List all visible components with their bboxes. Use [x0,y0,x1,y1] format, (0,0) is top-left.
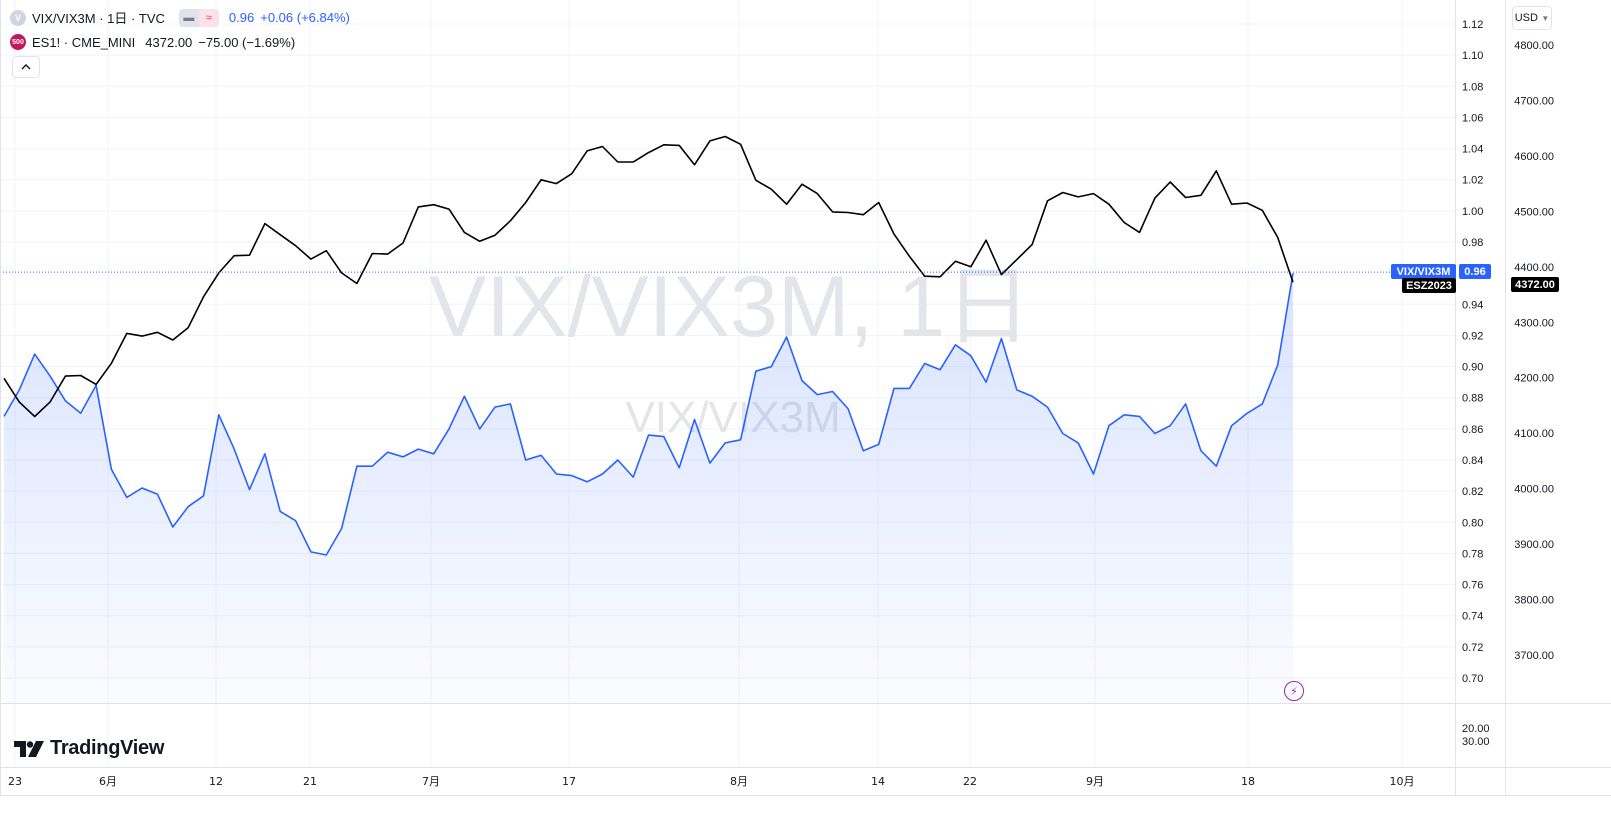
x-tick-label: 17 [562,775,576,788]
x-tick-label: 14 [871,775,885,788]
x-tick-label: 6月 [99,775,117,788]
es-tick-label: 4800.00 [1514,40,1554,52]
chevron-down-icon: ▼ [1541,13,1550,23]
es-tick-label: 3900.00 [1514,539,1554,551]
vix-tick-label: 0.74 [1462,611,1483,623]
vix-tick-label: 0.88 [1462,393,1483,405]
watermark-title: VIX/VIX3M, 1日 [429,259,1031,355]
currency-label: USD [1514,12,1538,24]
vix-tick-label: 0.80 [1462,517,1483,529]
legend-compare-title[interactable]: ES1! · CME_MINI [32,34,136,50]
vix-symbol-icon: V [10,9,26,26]
lightning-alert-icon[interactable]: ⚡ [1284,681,1304,701]
es-tick-label: 3800.00 [1514,595,1554,607]
volume-tick-label: 20.00 [1462,723,1490,735]
legend-pill[interactable]: ▬ ≈ [178,8,219,27]
chevron-up-icon [21,64,31,70]
vix-tick-label: 0.84 [1462,455,1483,467]
x-tick-label: 12 [209,775,223,788]
volume-tick-label: 30.00 [1462,736,1490,748]
vix-tick-label: 0.78 [1462,548,1483,560]
legend-main[interactable]: V VIX/VIX3M · 1日 · TVC ▬ ≈ 0.96 +0.06 (+… [10,8,350,27]
vix-tick-label: 0.86 [1462,424,1483,436]
x-tick-label: 8月 [730,775,748,788]
x-tick-label: 22 [963,775,977,788]
vix-tick-label: 0.94 [1462,299,1483,311]
vix-tick-label: 1.02 [1462,175,1483,187]
vix-tick-label: 0.98 [1462,237,1483,249]
es-tick-label: 4300.00 [1514,317,1554,329]
vix-tick-label: 0.82 [1462,486,1483,498]
vix-name-label: VIX/VIX3M [1391,264,1456,279]
legend-compare[interactable]: 500 ES1! · CME_MINI 4372.00 −75.00 (−1.6… [10,34,295,50]
es-tick-label: 3700.00 [1514,650,1554,662]
vix-tick-label: 0.92 [1462,330,1483,342]
minus-icon[interactable]: ▬ [178,8,199,27]
tradingview-logo-text: TradingView [50,737,165,759]
tradingview-logo[interactable]: TradingView [14,737,164,760]
vix-tick-label: 0.70 [1462,673,1483,685]
es-tick-label: 4500.00 [1514,206,1554,218]
es-tick-label: 4200.00 [1514,373,1554,385]
x-tick-label: 7月 [422,775,440,788]
legend-main-value: 0.96 [228,10,255,25]
vix-tick-label: 1.04 [1462,144,1483,156]
legend-collapse-button[interactable] [12,56,40,78]
x-tick-label: 23 [8,775,22,788]
es-tick-label: 4400.00 [1514,262,1554,274]
legend-main-title[interactable]: VIX/VIX3M · 1日 · TVC [32,11,165,26]
es-tick-label: 4600.00 [1514,151,1554,163]
vix-area [4,273,1293,703]
currency-selector[interactable]: USD ▼ [1512,6,1552,30]
es-tick-label: 4700.00 [1514,95,1554,107]
vix-tick-label: 0.72 [1462,642,1483,654]
vix-line [3,272,1294,556]
x-tick-label: 9月 [1086,775,1104,788]
es-tick-label: 4000.00 [1514,484,1554,496]
vix-tick-label: 1.08 [1462,81,1483,93]
tradingview-logo-icon [14,740,44,757]
es-price-label: 4372.00 [1511,277,1559,292]
vix-tick-label: 0.90 [1462,362,1483,374]
series-layer [0,135,1456,703]
vix-tick-label: 0.76 [1462,580,1483,592]
vix-tick-label: 1.12 [1462,19,1483,31]
x-tick-label: 21 [303,775,317,788]
es-tick-label: 4100.00 [1514,428,1554,440]
vix-tick-label: 1.06 [1462,112,1483,124]
vix-tick-label: 1.10 [1462,50,1483,62]
es-name-label: ESZ2023 [1402,278,1456,293]
legend-compare-change: −75.00 (−1.69%) [198,34,296,50]
legend-compare-value: 4372.00 [145,34,193,50]
vix-price-label: 0.96 [1459,264,1491,279]
legend-main-change: +0.06 (+6.84%) [260,10,350,25]
axes: 1.12 1.10 1.08 1.06 1.04 1.02 1.00 0.98 0.94 0.92… [0,0,1611,796]
es-symbol-icon: 500 [10,34,26,50]
vix-tick-label: 1.00 [1462,206,1483,218]
x-tick-label: 10月 [1390,775,1415,788]
es-line [3,135,1294,418]
approx-icon[interactable]: ≈ [198,8,219,27]
x-tick-label: 18 [1241,775,1255,788]
